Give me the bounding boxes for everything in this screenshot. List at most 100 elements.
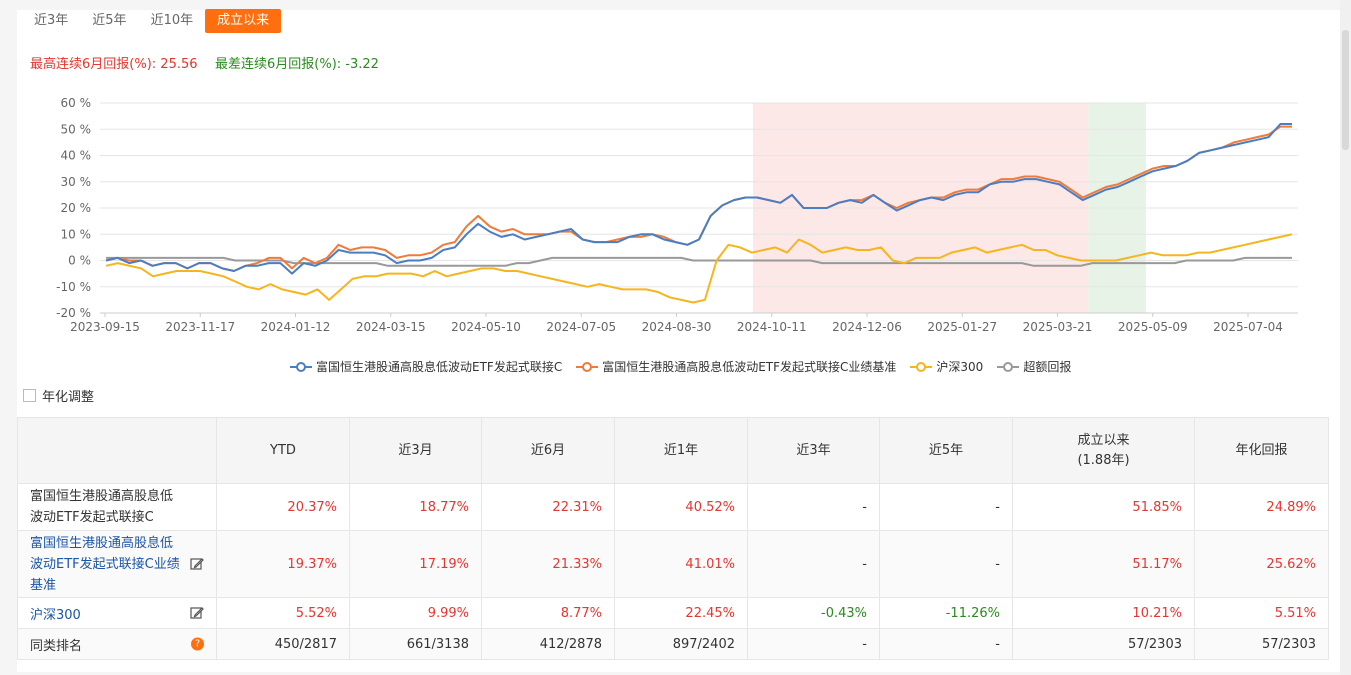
cell-value: - xyxy=(879,530,1013,598)
table-row: 富国恒生港股通高股息低波动ETF发起式联接C 20.37% 18.77% 22.… xyxy=(17,483,1329,531)
cell-value: - xyxy=(747,530,880,598)
tab-since-inception[interactable]: 成立以来 xyxy=(205,9,282,33)
x-tick-label: 2024-07-05 xyxy=(546,320,616,334)
cell-value: 57/2303 xyxy=(1194,628,1329,660)
annualize-toggle[interactable]: 年化调整 xyxy=(23,386,94,405)
cell-value: 19.37% xyxy=(216,530,350,598)
x-tick-label: 2024-03-15 xyxy=(356,320,426,334)
tab-5-years[interactable]: 近5年 xyxy=(92,13,127,28)
legend-fund-label: 富国恒生港股通高股息低波动ETF发起式联接C xyxy=(316,360,563,374)
cell-value: 51.17% xyxy=(1012,530,1195,598)
chart-legend: 富国恒生港股通高股息低波动ETF发起式联接C 富国恒生港股通高股息低波动ETF发… xyxy=(290,358,1071,375)
legend-excess-marker-icon xyxy=(997,361,1020,372)
table-row: 同类排名 ? 450/2817 661/3138 412/2878 897/24… xyxy=(17,628,1329,660)
legend-benchmark-marker-icon xyxy=(576,361,599,372)
legend-hs300-label: 沪深300 xyxy=(936,360,984,374)
row-name-hs300[interactable]: 沪深300 xyxy=(17,597,217,629)
scrollbar-thumb[interactable] xyxy=(1342,30,1349,150)
y-tick-label: 20 % xyxy=(61,201,92,215)
performance-table: YTD 近3月 近6月 近1年 近3年 近5年 成立以来 (1.88年) 年化回报… xyxy=(17,417,1329,660)
legend-fund-marker-icon xyxy=(290,361,312,372)
edit-icon[interactable] xyxy=(190,606,204,620)
cell-value: 17.19% xyxy=(349,530,482,598)
legend-benchmark-label: 富国恒生港股通高股息低波动ETF发起式联接C业绩基准 xyxy=(602,360,897,374)
row-name-peer-rank: 同类排名 ? xyxy=(17,628,217,660)
x-tick-label: 2024-12-06 xyxy=(832,320,902,334)
legend-hs300-marker-icon xyxy=(910,361,933,372)
cell-value: 41.01% xyxy=(614,530,748,598)
legend-item-hs300[interactable]: 沪深300 xyxy=(910,358,983,375)
cell-value: 9.99% xyxy=(349,597,482,629)
x-tick-label: 2025-07-04 xyxy=(1213,320,1283,334)
legend-item-excess[interactable]: 超额回报 xyxy=(997,358,1071,375)
cell-value: 661/3138 xyxy=(349,628,482,660)
cell-value: 25.62% xyxy=(1194,530,1329,598)
header-ytd: YTD xyxy=(216,417,350,484)
header-1y: 近1年 xyxy=(614,417,748,484)
annualize-checkbox[interactable] xyxy=(23,389,36,402)
cell-value: - xyxy=(879,628,1013,660)
y-tick-label: 60 % xyxy=(61,96,92,110)
cell-value: 51.85% xyxy=(1012,483,1195,531)
cell-value: - xyxy=(747,628,880,660)
table-row: 富国恒生港股通高股息低波动ETF发起式联接C业绩基准 19.37% 17.19%… xyxy=(17,530,1329,598)
cell-value: -11.26% xyxy=(879,597,1013,629)
cell-value: - xyxy=(747,483,880,531)
worst-6m-label: 最差连续6月回报(%): xyxy=(215,57,342,72)
worst-6m-return: 最差连续6月回报(%): -3.22 xyxy=(215,53,379,72)
legend-item-benchmark[interactable]: 富国恒生港股通高股息低波动ETF发起式联接C业绩基准 xyxy=(576,358,896,375)
x-tick-label: 2024-01-12 xyxy=(261,320,331,334)
series-line-0 xyxy=(105,123,1292,275)
help-icon[interactable]: ? xyxy=(191,637,204,651)
scrollbar-track[interactable] xyxy=(1340,0,1351,675)
best-6m-return: 最高连续6月回报(%): 25.56 xyxy=(30,53,198,72)
cell-value: 21.33% xyxy=(481,530,615,598)
cell-value: 8.77% xyxy=(481,597,615,629)
x-tick-label: 2024-08-30 xyxy=(642,320,712,334)
best-6m-value: 25.56 xyxy=(160,57,198,72)
row-name-benchmark[interactable]: 富国恒生港股通高股息低波动ETF发起式联接C业绩基准 xyxy=(17,530,217,598)
cell-value: 897/2402 xyxy=(614,628,748,660)
cell-value: 20.37% xyxy=(216,483,350,531)
cell-value: 57/2303 xyxy=(1012,628,1195,660)
y-tick-label: -10 % xyxy=(56,280,91,294)
x-tick-label: 2023-09-15 xyxy=(70,320,140,334)
cell-value: 5.52% xyxy=(216,597,350,629)
row-name-fund: 富国恒生港股通高股息低波动ETF发起式联接C xyxy=(17,483,217,531)
y-tick-label: 0 % xyxy=(68,254,91,268)
header-annualized: 年化回报 xyxy=(1194,417,1329,484)
table-header-row: YTD 近3月 近6月 近1年 近3年 近5年 成立以来 (1.88年) 年化回报 xyxy=(17,417,1329,484)
header-3y: 近3年 xyxy=(747,417,880,484)
cell-value: 18.77% xyxy=(349,483,482,531)
y-tick-label: 40 % xyxy=(61,149,92,163)
x-tick-label: 2024-10-11 xyxy=(737,320,807,334)
table-row: 沪深300 5.52% 9.99% 8.77% 22.45% -0.43% -1… xyxy=(17,597,1329,629)
x-tick-label: 2024-05-10 xyxy=(451,320,521,334)
header-since-inception-years: (1.88年) xyxy=(1077,452,1130,468)
performance-line-chart: 60 %50 %40 %30 %20 %10 %0 %-10 %-20 %202… xyxy=(56,96,1298,334)
y-tick-label: 50 % xyxy=(61,122,92,136)
header-since-inception: 成立以来 (1.88年) xyxy=(1012,417,1195,484)
cell-value: 450/2817 xyxy=(216,628,350,660)
cell-value: 5.51% xyxy=(1194,597,1329,629)
x-tick-label: 2023-11-17 xyxy=(165,320,235,334)
cell-value: -0.43% xyxy=(747,597,880,629)
x-tick-label: 2025-03-21 xyxy=(1023,320,1093,334)
cell-value: 40.52% xyxy=(614,483,748,531)
best-6m-label: 最高连续6月回报(%): xyxy=(30,57,157,72)
y-tick-label: -20 % xyxy=(56,306,91,320)
y-tick-label: 10 % xyxy=(61,227,92,241)
cell-value: 10.21% xyxy=(1012,597,1195,629)
y-tick-label: 30 % xyxy=(61,175,92,189)
annualize-label: 年化调整 xyxy=(42,390,95,405)
header-6m: 近6月 xyxy=(481,417,615,484)
x-tick-label: 2025-01-27 xyxy=(927,320,997,334)
header-since-inception-label: 成立以来 xyxy=(1077,432,1130,448)
legend-item-fund[interactable]: 富国恒生港股通高股息低波动ETF发起式联接C xyxy=(290,358,562,375)
cell-value: 412/2878 xyxy=(481,628,615,660)
cell-value: - xyxy=(879,483,1013,531)
header-name xyxy=(17,417,217,484)
tab-10-years[interactable]: 近10年 xyxy=(150,13,194,28)
edit-icon[interactable] xyxy=(190,557,204,571)
tab-3-years[interactable]: 近3年 xyxy=(34,13,69,28)
